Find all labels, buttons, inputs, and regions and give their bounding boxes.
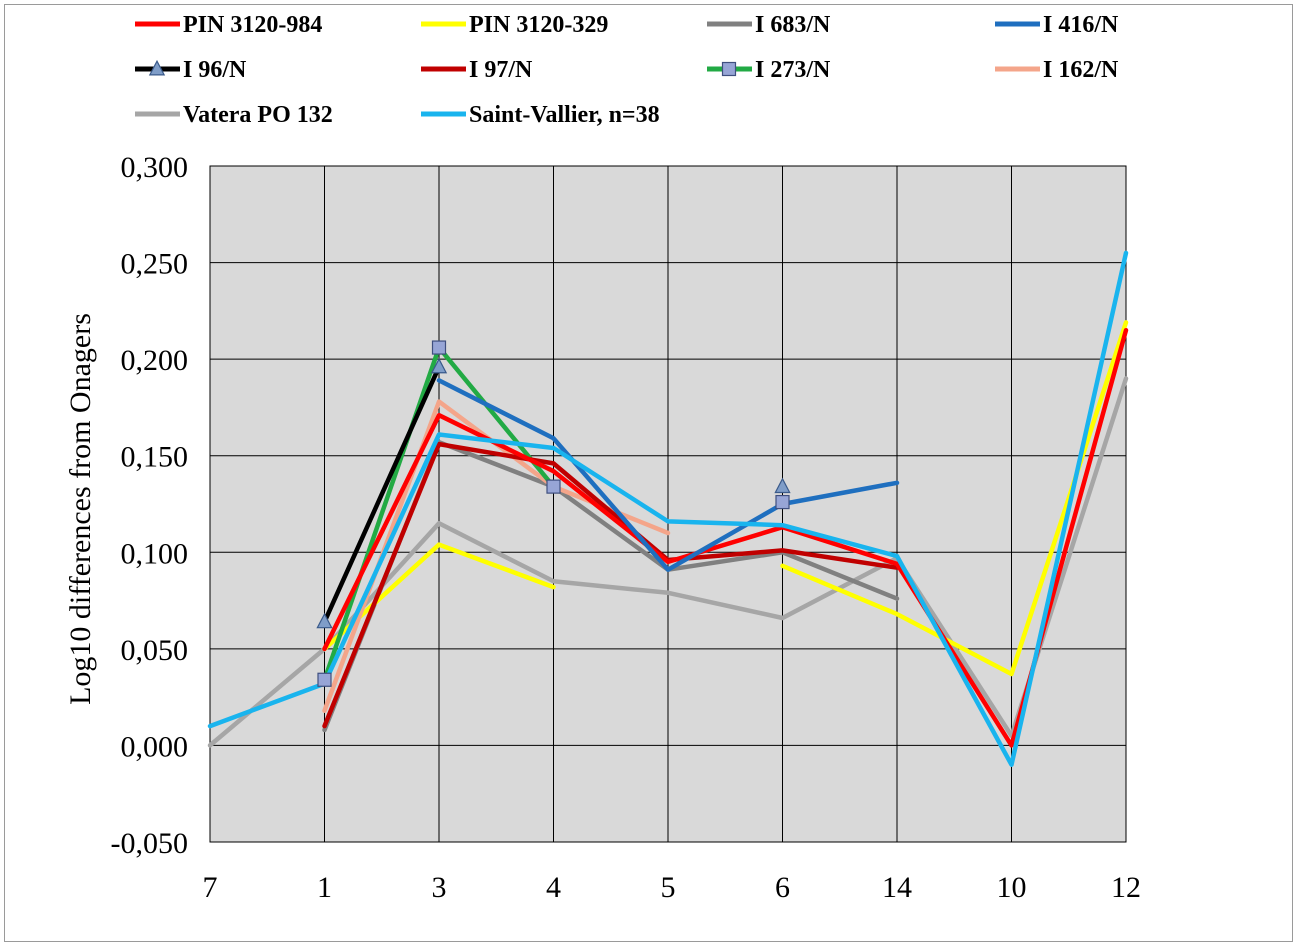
- series-line: [322, 327, 1129, 748]
- x-tick-label: 1: [317, 871, 332, 904]
- legend-label: I 97/N: [469, 57, 533, 83]
- x-tick-label: 5: [661, 871, 676, 904]
- legend-label: PIN 3120-984: [183, 12, 322, 38]
- legend-label: I 416/N: [1043, 12, 1119, 38]
- legend-item: Saint-Vallier, n=38: [421, 102, 660, 128]
- line-chart: -0,050 0,000 0,050 0,100 0,150 0,200 0,250 0,30…: [64, 12, 1141, 904]
- x-tick-label: 14: [882, 871, 912, 904]
- y-tick-label: -0,050: [111, 827, 189, 860]
- square-marker: [721, 61, 737, 77]
- legend-item: Vatera PO 132: [135, 102, 333, 128]
- y-tick-label: 0,150: [121, 441, 189, 474]
- legend-label: PIN 3120-329: [469, 12, 608, 38]
- y-tick-label: 0,050: [121, 634, 189, 667]
- triangle-marker: [430, 357, 448, 374]
- legend-label: I 96/N: [183, 57, 247, 83]
- x-tick-label: 3: [432, 871, 447, 904]
- triangle-marker: [316, 612, 333, 629]
- legend-label: I 273/N: [755, 57, 831, 83]
- legend-label: Vatera PO 132: [183, 102, 333, 128]
- y-tick-label: 0,000: [121, 730, 189, 763]
- series-line: [436, 378, 900, 572]
- chart-frame: -0,050 0,000 0,050 0,100 0,150 0,200 0,250 0,30…: [4, 4, 1293, 942]
- triangle-marker: [774, 477, 791, 494]
- legend-item: PIN 3120-329: [421, 12, 608, 38]
- square-marker: [546, 479, 561, 494]
- y-tick-label: 0,300: [121, 151, 189, 184]
- series-line: [207, 250, 1129, 767]
- legend-item: I 97/N: [421, 57, 533, 83]
- x-tick-label: 7: [203, 871, 218, 904]
- legend-item: I 273/N: [707, 57, 831, 83]
- y-tick-label: 0,100: [121, 537, 189, 570]
- series-line: [322, 441, 900, 729]
- x-tick-label: 6: [775, 871, 790, 904]
- legend-item: I 96/N: [135, 57, 247, 83]
- y-tick-label: 0,200: [121, 344, 189, 377]
- square-marker: [775, 494, 790, 510]
- square-marker: [317, 672, 332, 687]
- legend-label: I 162/N: [1043, 57, 1119, 83]
- triangle-marker: [148, 59, 166, 76]
- y-tick-label: 0,250: [121, 248, 189, 281]
- legend-label: Saint-Vallier, n=38: [469, 102, 660, 128]
- legend-item: I 416/N: [995, 12, 1119, 38]
- legend-label: I 683/N: [755, 12, 831, 38]
- x-tick-label: 10: [997, 871, 1027, 904]
- square-marker: [431, 340, 447, 355]
- legend-item: I 683/N: [707, 12, 831, 38]
- legend-item: I 162/N: [995, 57, 1119, 83]
- y-axis-label: Log10 differences from Onagers: [64, 313, 97, 705]
- x-tick-label: 12: [1111, 871, 1141, 904]
- x-tick-label: 4: [546, 871, 561, 904]
- legend-item: PIN 3120-984: [135, 12, 322, 38]
